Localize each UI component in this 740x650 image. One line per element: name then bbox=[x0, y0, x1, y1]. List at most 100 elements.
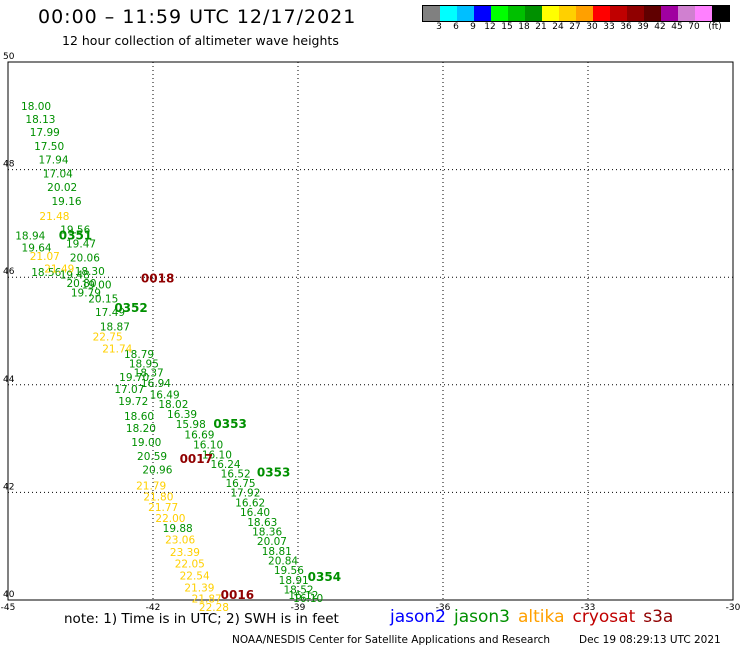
wave-height-point: 20.59 bbox=[137, 451, 167, 463]
plot-frame bbox=[7, 61, 734, 601]
colorbar-label: 39 bbox=[637, 22, 649, 32]
wave-height-point: 18.56 bbox=[31, 267, 61, 279]
colorbar-label: 33 bbox=[603, 22, 615, 32]
wave-height-point: 17.94 bbox=[38, 155, 68, 167]
colorbar-label: 30 bbox=[586, 22, 598, 32]
colorbar-swatch bbox=[457, 6, 474, 21]
colorbar-swatch bbox=[423, 6, 440, 21]
pass-number-label: 0016 bbox=[221, 588, 254, 602]
colorbar bbox=[422, 5, 730, 22]
wave-height-point: 16.40 bbox=[240, 507, 270, 519]
note-text: note: 1) Time is in UTC; 2) SWH is in fe… bbox=[64, 611, 339, 627]
colorbar-swatch bbox=[576, 6, 593, 21]
wave-height-point: 20.06 bbox=[70, 253, 100, 265]
wave-height-point: 17.99 bbox=[30, 127, 60, 139]
page-title: 00:00 – 11:59 UTC 12/17/2021 bbox=[38, 6, 357, 28]
y-tick-label: 46 bbox=[3, 267, 15, 277]
wave-height-point: 16.24 bbox=[211, 459, 241, 471]
wave-height-point: 16.10 bbox=[193, 439, 223, 451]
wave-height-point: 20.96 bbox=[142, 465, 172, 477]
wave-height-point: 22.28 bbox=[199, 602, 229, 614]
x-tick-label: -33 bbox=[581, 603, 596, 613]
colorbar-label: 27 bbox=[569, 22, 581, 32]
x-tick-label: -45 bbox=[1, 603, 16, 613]
wave-height-point: 19.88 bbox=[163, 523, 193, 535]
y-tick-label: 50 bbox=[3, 52, 15, 62]
colorbar-swatch bbox=[491, 6, 508, 21]
wave-height-point: 22.54 bbox=[180, 571, 210, 583]
pass-number-label: 0017 bbox=[180, 452, 213, 466]
colorbar-label: 12 bbox=[484, 22, 496, 32]
wave-height-point: 17.49 bbox=[95, 307, 125, 319]
wave-height-point: 19.64 bbox=[22, 242, 52, 254]
wave-height-point: 19.16 bbox=[52, 196, 82, 208]
wave-height-point: 15.98 bbox=[176, 419, 206, 431]
wave-height-point: 20.80 bbox=[66, 278, 96, 290]
pass-labels: 0351 0018 0352 0353 0017 0353 0354 0016 bbox=[59, 229, 341, 602]
y-tick-label: 42 bbox=[3, 482, 14, 492]
colorbar-label: (ft) bbox=[708, 22, 722, 32]
wave-height-point: 21.74 bbox=[102, 344, 132, 356]
wave-height-point: 22.00 bbox=[155, 513, 185, 525]
wave-height-point: 18.30 bbox=[75, 266, 105, 278]
wave-height-point: 21.48 bbox=[39, 211, 69, 223]
y-axis-ticks: 50 48 46 44 42 40 bbox=[3, 52, 15, 600]
wave-height-point: 17.04 bbox=[43, 169, 73, 181]
legend-item-s3a: s3a bbox=[643, 607, 674, 627]
wave-height-point: 21.49 bbox=[44, 263, 74, 275]
wave-height-point: 21.79 bbox=[136, 481, 166, 493]
wave-height-point: 16.10 bbox=[293, 593, 323, 605]
colorbar-label: 21 bbox=[535, 22, 547, 32]
wave-height-point: 20.02 bbox=[47, 182, 77, 194]
pass-number-label: 0351 bbox=[59, 229, 92, 243]
colorbar-swatch bbox=[644, 6, 661, 21]
wave-height-point: 17.50 bbox=[34, 141, 64, 153]
wave-height-point: 16.75 bbox=[226, 478, 256, 490]
colorbar-swatch bbox=[525, 6, 542, 21]
legend-item-cryosat: cryosat bbox=[572, 607, 636, 627]
wave-height-point: 18.00 bbox=[21, 101, 51, 113]
pass-number-label: 0353 bbox=[257, 465, 290, 479]
wave-height-point: 16.10 bbox=[202, 450, 232, 462]
x-tick-label: -30 bbox=[726, 603, 740, 613]
wave-height-point: 19.47 bbox=[66, 239, 96, 251]
wave-height-point: 19.56 bbox=[60, 225, 90, 237]
wave-height-point: 19.00 bbox=[131, 437, 161, 449]
wave-height-point: 18.02 bbox=[158, 399, 188, 411]
wave-height-point: 17.92 bbox=[230, 488, 260, 500]
colorbar-swatch bbox=[678, 6, 695, 21]
wave-height-point: 18.94 bbox=[15, 231, 45, 243]
wave-height-point: 21.39 bbox=[184, 582, 214, 594]
legend-item-jason2: jason2 bbox=[390, 607, 446, 627]
wave-height-point: 18.60 bbox=[124, 411, 154, 423]
colorbar-label: 42 bbox=[654, 22, 666, 32]
colorbar-swatch bbox=[440, 6, 457, 21]
wave-height-point: 18.79 bbox=[124, 349, 154, 361]
wave-height-point: 16.69 bbox=[184, 430, 214, 442]
colorbar-swatch bbox=[593, 6, 610, 21]
wave-height-point: 19.48 bbox=[60, 269, 90, 281]
wave-height-point: 21.80 bbox=[143, 491, 173, 503]
wave-height-point: 23.39 bbox=[170, 547, 200, 559]
wave-height-point: 16.62 bbox=[235, 497, 265, 509]
page-subtitle: 12 hour collection of altimeter wave hei… bbox=[62, 33, 339, 48]
wave-height-point: 19.79 bbox=[71, 288, 101, 300]
x-tick-label: -39 bbox=[291, 603, 306, 613]
colorbar-swatch bbox=[661, 6, 678, 21]
colorbar-label: 15 bbox=[501, 22, 513, 32]
colorbar-swatch bbox=[627, 6, 644, 21]
wave-height-point: 18.63 bbox=[247, 517, 277, 529]
wave-height-point: 21.07 bbox=[30, 251, 60, 263]
footer-date: Dec 19 08:29:13 UTC 2021 bbox=[579, 634, 721, 646]
colorbar-label: 45 bbox=[671, 22, 683, 32]
wave-height-point: 16.39 bbox=[167, 409, 197, 421]
colorbar-swatch bbox=[610, 6, 627, 21]
pass-number-label: 0353 bbox=[213, 417, 246, 431]
satellite-legend: jason2 jason3 altika cryosat s3a bbox=[390, 607, 681, 627]
wave-height-point: 18.52 bbox=[284, 585, 314, 597]
y-tick-label: 44 bbox=[3, 375, 15, 385]
colorbar-swatch bbox=[559, 6, 576, 21]
wave-height-point: 18.36 bbox=[252, 526, 282, 538]
wave-height-point: 16.94 bbox=[141, 378, 171, 390]
